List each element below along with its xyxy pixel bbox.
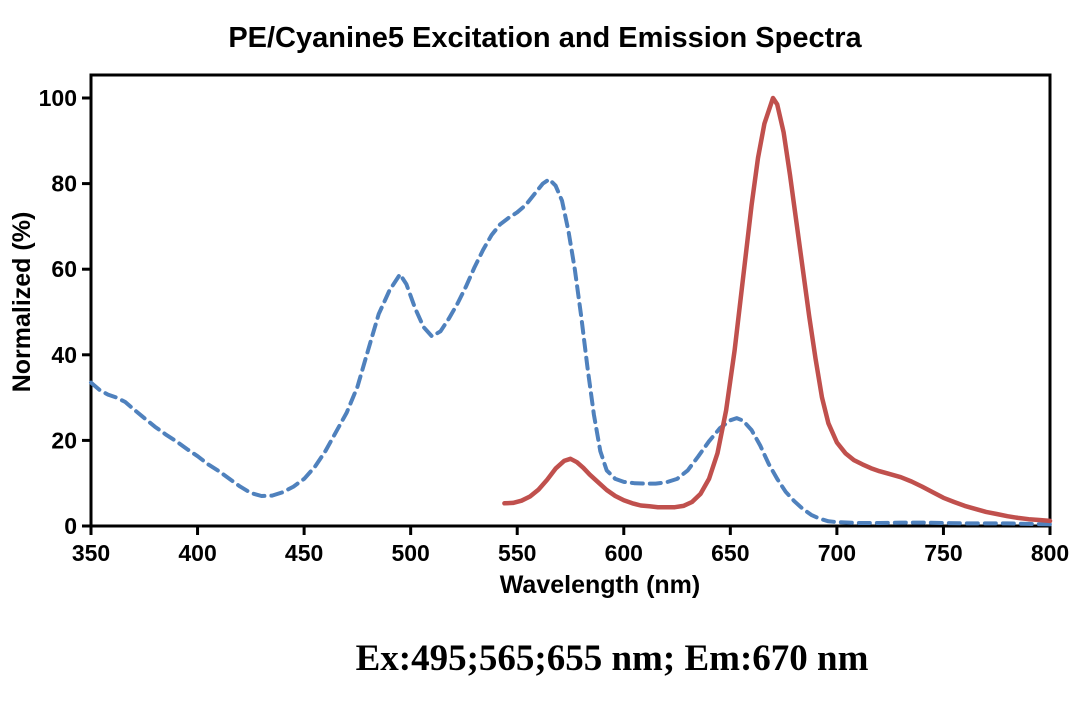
spectra-annotation: Ex:495;565;655 nm; Em:670 nm [356,638,869,679]
emission-spectrum-line [502,95,1053,524]
plot-frame [89,73,1052,528]
x-tick-label: 600 [605,540,643,566]
x-axis-ticks: 350 400 450 500 550 600 650 700 750 800 [72,526,1069,566]
excitation-spectrum-line [89,177,1052,527]
y-axis-title: Normalized (%) [8,212,36,393]
x-tick-label: 550 [498,540,536,566]
y-tick-label: 40 [51,342,77,368]
x-tick-label: 650 [711,540,749,566]
x-tick-label: 700 [818,540,856,566]
x-tick-label: 800 [1031,540,1069,566]
x-tick-label: 500 [391,540,429,566]
x-tick-label: 450 [285,540,323,566]
x-tick-label: 400 [178,540,216,566]
y-tick-label: 80 [51,171,77,197]
x-tick-label: 350 [72,540,110,566]
chart-title: PE/Cyanine5 Excitation and Emission Spec… [228,22,862,54]
y-axis-ticks: 0 20 40 60 80 100 [39,85,91,539]
y-tick-label: 20 [51,427,77,453]
y-tick-label: 100 [39,85,77,111]
y-tick-label: 60 [51,256,77,282]
y-tick-label: 0 [64,513,77,539]
x-tick-label: 750 [924,540,962,566]
x-axis-title: Wavelength (nm) [500,571,700,599]
series-group [89,95,1053,527]
